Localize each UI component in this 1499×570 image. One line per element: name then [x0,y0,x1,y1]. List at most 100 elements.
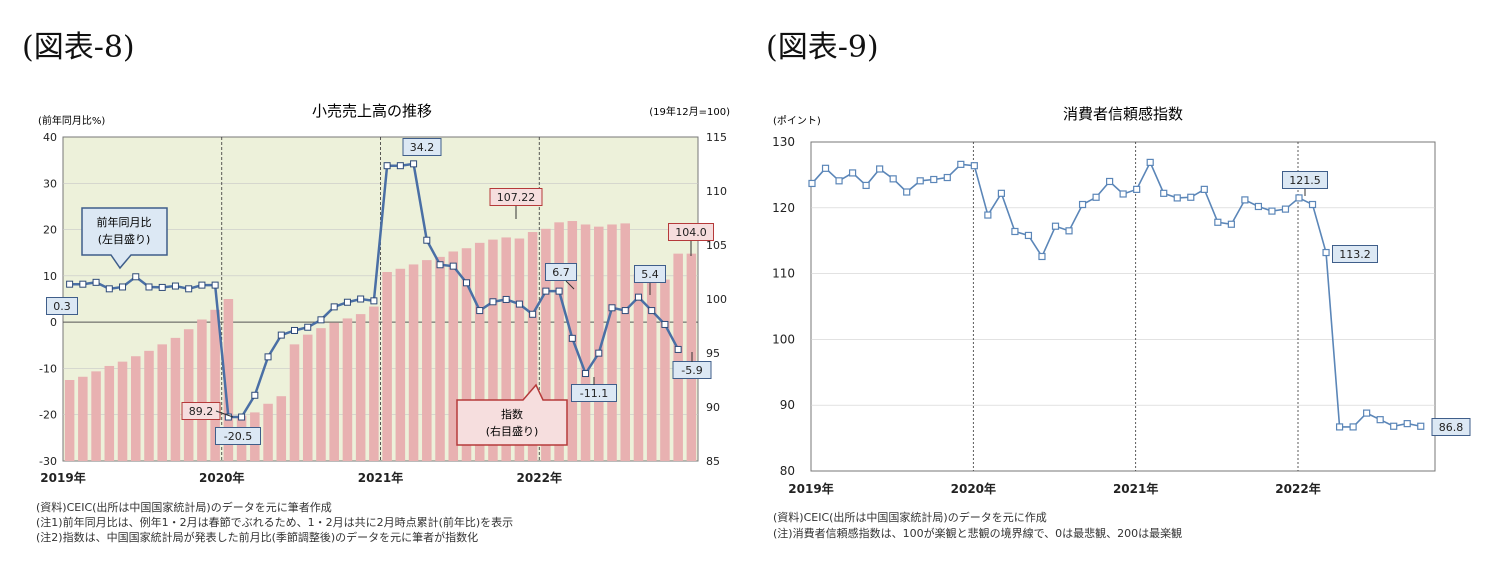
index-bar [369,306,379,461]
confidence-point [1038,252,1046,261]
annotation-index-89-box [181,402,221,420]
yoy-point [251,391,259,399]
confidence-point [1227,220,1235,228]
index-bar [183,329,194,461]
confidence-point [970,162,978,170]
figure-8-label: (図表-8) [22,30,135,65]
y-tick-label: 90 [780,398,795,412]
x-tick-label: 2020年 [199,470,244,485]
index-bar [660,279,670,461]
chart-8-left-unit: (前年同月比%) [38,114,105,127]
confidence-point [997,189,1005,197]
confidence-point [848,169,857,177]
annotation-index-max: 107.22 [497,191,536,204]
yoy-point [515,300,523,308]
annotation-index-max-box [489,188,543,206]
figure-9-note-1: (注)消費者信頼感指数は、100が楽観と悲観の境界線で、0は最悲観、200は最楽… [773,527,1183,540]
annotation-yoy-2022-box [545,263,577,281]
annotation-yoy-max: 34.2 [410,141,435,154]
yoy-point [79,280,87,288]
right-tick-label: 85 [706,455,720,468]
yoy-point [145,283,153,291]
yoy-point [304,323,312,331]
yoy-point [634,293,642,301]
index-bar [197,319,207,461]
index-bar [223,299,234,461]
callout-index-line1: 指数 [501,407,523,421]
chart-8-right-unit: (19年12月=100) [649,105,730,118]
yoy-point [66,280,74,288]
yoy-point [648,307,656,315]
x-tick-label: 2022年 [517,470,562,485]
chart-8-axes: 403020100-10-20-301151101051009590852019… [39,131,727,485]
chart-8-line [66,160,682,421]
y-tick-label: 80 [780,464,795,478]
confidence-point [862,181,870,190]
index-bar [382,272,392,461]
index-bar [686,253,697,461]
yoy-point [224,413,232,421]
index-bar [157,344,167,461]
yoy-point [449,262,457,270]
yoy-point [238,413,246,421]
confidence-point [1214,218,1222,226]
confidence-point [889,175,897,183]
index-bar [329,322,339,461]
yoy-point [343,298,351,306]
yoy-point [542,287,550,295]
index-bar [289,344,300,461]
chart-8-annotations: 0.3 89.2 -20.5 34.2 107.22 6.7 5.4 104.0 -5.9 -11… [46,138,714,445]
index-bar [620,223,631,461]
index-bar [461,248,472,461]
confidence-point [1119,190,1127,198]
index-bar [144,350,154,461]
index-bar [514,238,525,461]
confidence-point [1254,202,1263,211]
index-bar [355,314,366,461]
right-tick-label: 110 [706,185,727,198]
yoy-point [423,236,431,244]
index-bar [170,337,181,461]
annotation-yoy-max-box [402,138,442,156]
x-tick-label: 2019年 [788,481,833,496]
index-bar [646,277,657,461]
annotation-yoy-54-box [634,265,666,283]
x-tick-label: 2021年 [1113,481,1158,496]
confidence-point [1241,196,1249,204]
confidence-point [1187,193,1195,201]
index-bar [554,222,564,461]
annotation-drop-box [1332,245,1378,263]
index-bar [210,309,220,461]
y-tick-label: 100 [772,332,795,346]
annotation-index-last-box [668,223,714,241]
yoy-point [119,283,127,291]
index-bar [501,237,511,461]
yoy-point [555,287,563,295]
index-bar [607,224,617,461]
confidence-point [903,188,911,196]
yoy-point [502,295,510,303]
yoy-point [410,160,418,168]
y-tick-label: 130 [772,135,795,149]
confidence-line [811,160,1421,428]
left-tick-label: -20 [39,409,57,422]
figure-9-note-source: (資料)CEIC(出所は中国国家統計局)のデータを元に作成 [773,511,1047,524]
index-bar [448,251,459,461]
yoy-point [330,303,338,311]
confidence-point [957,160,965,168]
yoy-point [568,334,576,342]
yoy-point [621,307,629,315]
confidence-point [835,177,843,185]
index-bar [580,224,591,461]
index-bar [91,371,101,461]
yoy-point [357,295,365,303]
annotation-last-box [1431,418,1471,436]
yoy-point [674,345,682,353]
chart-9-line [808,158,1425,431]
right-tick-label: 100 [706,293,727,306]
figure-8-note-source: (資料)CEIC(出所は中国国家統計局)のデータを元に筆者作成 [36,501,332,514]
yoy-point [171,282,179,290]
yoy-point [489,298,497,306]
yoy-point [595,349,603,357]
confidence-point [943,173,951,182]
